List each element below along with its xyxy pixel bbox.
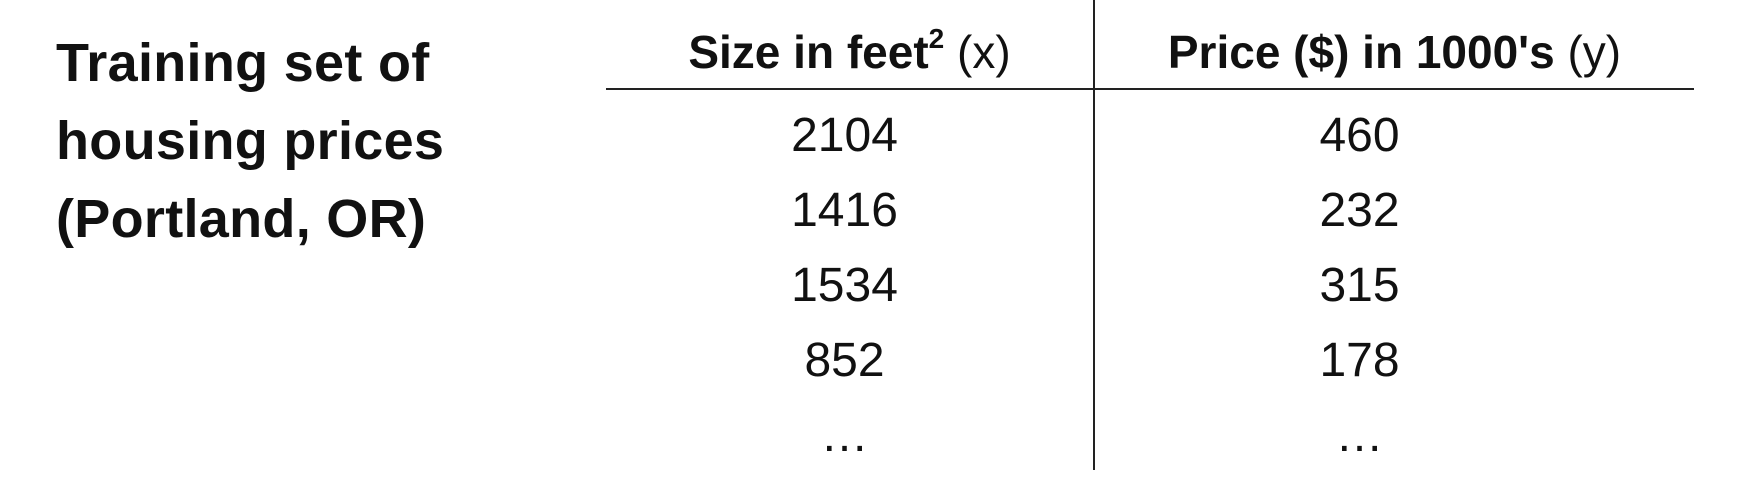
size-cell-ellipsis: … xyxy=(820,409,869,462)
title-line-2: housing prices xyxy=(56,111,445,171)
column-header-size-variable: (x) xyxy=(957,26,1011,78)
column-divider xyxy=(1093,0,1095,470)
price-cell-ellipsis: … xyxy=(1335,409,1384,462)
title-line-1: Training set of xyxy=(56,33,430,93)
price-cell: 178 xyxy=(1319,334,1400,387)
price-column: 460 232 315 178 … xyxy=(1095,98,1694,473)
column-header-size: Size in feet2 (x) xyxy=(606,22,1093,82)
column-header-price-label: Price ($) in 1000's xyxy=(1167,26,1555,78)
title-line-3: (Portland, OR) xyxy=(56,189,427,249)
price-cell: 315 xyxy=(1319,259,1400,312)
column-header-price: Price ($) in 1000's (y) xyxy=(1095,22,1694,82)
header-divider xyxy=(606,88,1694,90)
column-header-size-label: Size in feet xyxy=(688,26,929,78)
size-column: 2104 1416 1534 852 … xyxy=(606,98,1093,473)
price-cell: 460 xyxy=(1319,109,1400,162)
column-header-price-variable: (y) xyxy=(1567,26,1622,78)
size-cell: 1416 xyxy=(791,184,898,237)
price-cell: 232 xyxy=(1319,184,1400,237)
size-cell: 2104 xyxy=(791,109,898,162)
housing-data-table: Size in feet2 (x) Price ($) in 1000's (y… xyxy=(606,0,1694,478)
size-cell: 852 xyxy=(804,334,885,387)
size-cell: 1534 xyxy=(791,259,898,312)
column-header-size-superscript: 2 xyxy=(928,22,945,54)
training-set-title: Training set of housing prices (Portland… xyxy=(56,24,576,258)
